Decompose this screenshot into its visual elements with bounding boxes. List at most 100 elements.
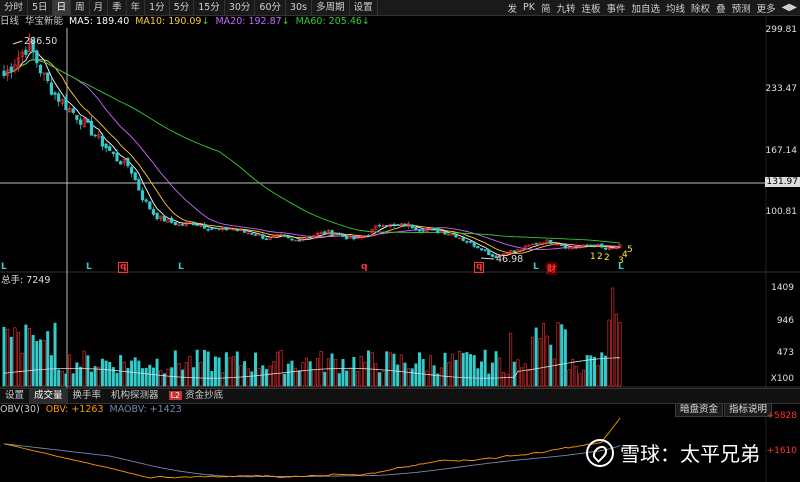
toolbar-item[interactable]: 除权: [691, 3, 711, 15]
ma10-line: [3, 59, 620, 254]
candle-body: [319, 232, 323, 234]
candle-body: [512, 250, 516, 253]
candle-body: [578, 246, 582, 248]
period-tab[interactable]: 年: [127, 0, 146, 15]
volume-bar: [46, 331, 50, 387]
toolbar-item[interactable]: 预测: [731, 3, 751, 15]
dark-pool-button[interactable]: 暗盘资金: [675, 403, 724, 417]
volume-bar: [520, 367, 524, 387]
candle-body: [210, 228, 214, 230]
volume-bar: [425, 370, 429, 387]
candle-body: [57, 93, 61, 102]
volume-bar: [527, 370, 531, 387]
toolbar-item[interactable]: 连板: [581, 3, 601, 15]
candle-body: [355, 236, 360, 239]
period-tab[interactable]: 分时: [0, 0, 29, 15]
volume-bar: [151, 367, 155, 387]
volume-bar: [235, 351, 239, 387]
candle-body: [315, 232, 320, 236]
candle-body: [516, 249, 520, 253]
volume-bar: [275, 351, 279, 387]
toolbar-item[interactable]: 发: [507, 3, 517, 15]
candle-body: [173, 222, 177, 225]
volume-bar: [538, 338, 542, 387]
candle-body: [159, 215, 163, 220]
tab-volume[interactable]: 成交量: [29, 389, 68, 403]
tab-settings[interactable]: 设置: [5, 390, 25, 401]
volume-bar: [305, 357, 309, 387]
volume-bar: [141, 368, 145, 387]
nav-arrows-icon[interactable]: ◀▶: [781, 2, 797, 13]
toolbar-item[interactable]: 事件: [606, 3, 626, 15]
volume-bar: [195, 349, 199, 387]
volume-bar: [600, 352, 604, 387]
candle-body: [119, 161, 123, 165]
period-tab[interactable]: 5分: [170, 0, 195, 15]
period-tab[interactable]: 30s: [286, 0, 313, 15]
period-tab[interactable]: 季: [108, 0, 127, 15]
candle-body: [541, 242, 546, 245]
volume-bar: [301, 362, 305, 387]
indicator-help-button[interactable]: 指标说明: [724, 403, 773, 417]
toolbar-item[interactable]: 加自选: [631, 3, 661, 15]
candle-body: [46, 72, 50, 81]
period-tab[interactable]: 30分: [225, 0, 256, 15]
tab-capital-bottom[interactable]: L2 资金抄底: [168, 390, 224, 401]
candle-body: [286, 236, 290, 239]
volume-bar: [100, 358, 104, 387]
volume-bar: [42, 340, 46, 387]
volume-bar: [148, 364, 152, 387]
period-tab[interactable]: 15分: [194, 0, 225, 15]
toolbar-item[interactable]: 更多: [756, 3, 776, 15]
volume-bar: [505, 373, 509, 387]
toolbar-item[interactable]: PK: [522, 2, 535, 13]
candle-body: [505, 253, 509, 255]
ma20-line: [3, 59, 621, 251]
candle-body: [592, 244, 597, 247]
period-tab[interactable]: 日: [52, 0, 72, 15]
toolbar-item[interactable]: 九转: [556, 3, 576, 15]
volume-bar: [206, 351, 210, 387]
candle-body: [432, 228, 436, 230]
volume-bar: [20, 352, 24, 387]
maobv-line: [3, 443, 621, 478]
tab-turnover[interactable]: 换手率: [72, 390, 102, 401]
period-tab[interactable]: 5日: [28, 0, 53, 15]
volume-bar: [388, 352, 392, 387]
volume-bar: [447, 362, 451, 387]
volume-bar: [308, 361, 312, 387]
volume-bar: [545, 335, 549, 387]
volume-bar: [574, 365, 578, 387]
period-tab[interactable]: 月: [90, 0, 109, 15]
candle-body: [501, 253, 505, 255]
period-tab[interactable]: 设置: [350, 0, 378, 15]
candle-body: [49, 82, 53, 95]
period-tab[interactable]: 周: [71, 0, 90, 15]
volume-bar: [567, 369, 571, 387]
volume-bar: [337, 373, 341, 387]
tab-institution-detector[interactable]: 机构探测器: [111, 390, 159, 401]
candle-body: [406, 223, 411, 227]
period-tab[interactable]: 多周期: [312, 0, 350, 15]
candle-body: [392, 224, 396, 226]
candle-body: [60, 99, 64, 104]
toolbar-item[interactable]: 叠: [716, 3, 726, 15]
candle-body: [253, 234, 258, 236]
volume-bar: [261, 365, 265, 387]
candle-body: [53, 92, 57, 95]
volume-bar: [104, 360, 108, 387]
candle-body: [24, 49, 28, 55]
volume-bar: [315, 358, 319, 387]
candle-body: [275, 234, 279, 237]
toolbar-item[interactable]: 均线: [666, 3, 686, 15]
candle-body: [341, 234, 345, 237]
toolbar-item[interactable]: 简: [540, 3, 551, 15]
volume-bar: [359, 355, 363, 387]
candle-body: [530, 243, 535, 246]
candle-body: [9, 66, 13, 72]
period-tab[interactable]: 60分: [255, 0, 287, 15]
period-tab[interactable]: 1分: [145, 0, 170, 15]
period-selector: 分时 5日日周月季年 1分 5分 15分 30分 60分 30s 多周期 设置: [0, 0, 378, 15]
volume-bar: [454, 359, 458, 387]
